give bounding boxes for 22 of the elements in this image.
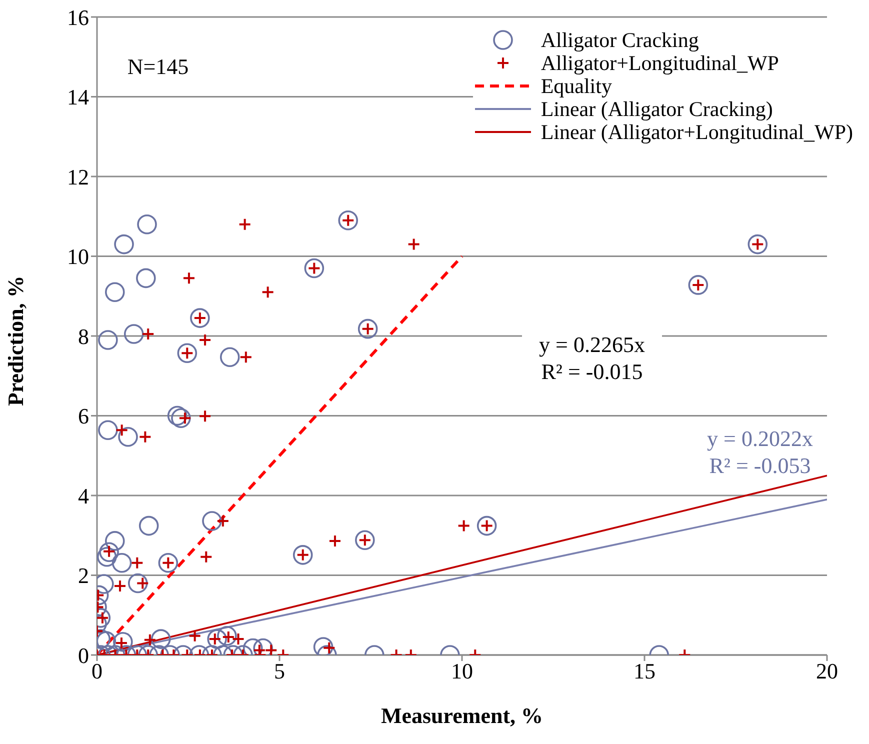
x-axis-title: Measurement, %: [380, 703, 544, 728]
legend-label: Alligator+Longitudinal_WP: [540, 51, 779, 75]
x-tick-label: 5: [274, 658, 285, 684]
y-tick-label: 8: [78, 324, 89, 349]
y-tick-label: 2: [78, 563, 89, 588]
annotation: y = 0.2265x R² = -0.015: [539, 332, 645, 384]
annotation: y = 0.2022x R² = -0.053: [707, 426, 813, 478]
x-tick-label: 15: [634, 658, 656, 684]
y-tick-label: 10: [67, 244, 89, 270]
y-tick-label: 12: [67, 164, 89, 190]
y-tick-label: 14: [67, 84, 89, 110]
legend-label: Linear (Alligator+Longitudinal_WP): [540, 120, 853, 144]
y-tick-label: 0: [78, 642, 89, 668]
legend-label: Equality: [540, 74, 612, 98]
y-tick-label: 4: [78, 483, 89, 508]
legend-label: Linear (Alligator Cracking): [540, 97, 773, 121]
annotation: N=145: [127, 54, 189, 79]
y-tick-label: 16: [67, 4, 89, 30]
y-tick-label: 6: [78, 404, 89, 429]
legend-label: Alligator Cracking: [540, 28, 699, 52]
x-tick-label: 20: [816, 658, 838, 684]
x-tick-label: 10: [451, 658, 473, 684]
